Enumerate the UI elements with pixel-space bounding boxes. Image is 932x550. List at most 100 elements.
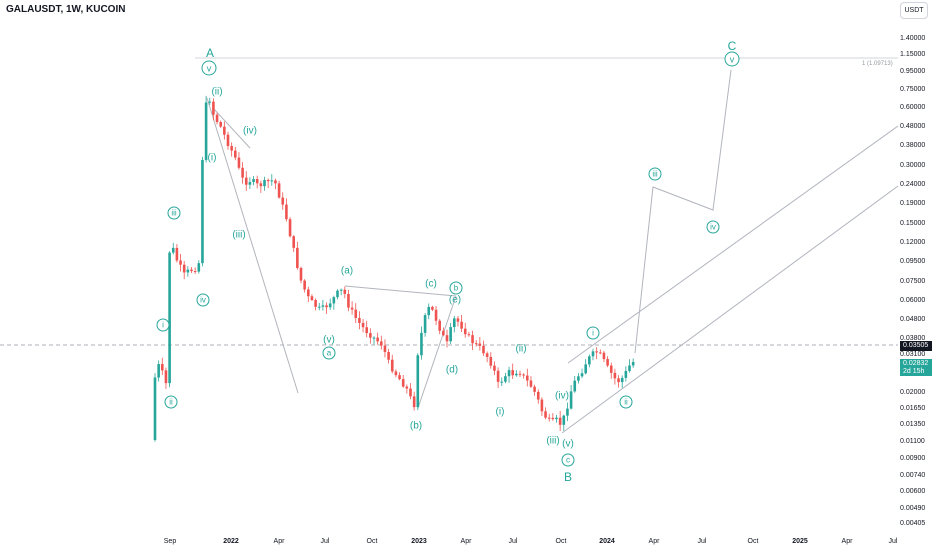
candle [215,112,219,125]
candle [190,266,193,274]
wave-label-circled: v [201,60,217,76]
candle-body [186,269,190,273]
candle [226,131,230,150]
candle [431,305,434,312]
candle-body [380,341,383,346]
candle [197,260,201,274]
candle [161,357,164,375]
candle-body [161,364,164,371]
candle [296,241,299,270]
wave-label-circled: iv [196,293,210,307]
candle-body [420,332,423,356]
candle [628,359,631,373]
wave-label: B [563,470,573,484]
candle [204,95,208,163]
channel-lower-line[interactable] [561,185,899,434]
candle-body [259,183,263,187]
candle [412,391,416,411]
trend-line[interactable] [212,107,251,149]
candle-body [164,370,168,384]
candle-body [387,352,390,360]
candle [606,356,609,368]
candle [168,251,171,388]
candle [288,217,292,238]
trend-line[interactable] [417,295,457,409]
candle [263,176,266,191]
candle-body [252,179,255,183]
candle-body [292,236,295,248]
candle [562,414,566,431]
candle [460,314,463,332]
price-tick-label: 0.01350 [900,421,926,428]
candle-body [533,386,536,392]
candle-body [566,408,569,416]
candle-body [285,204,288,220]
candle-body [405,386,409,389]
candle [463,322,467,338]
candle [248,177,252,190]
price-tick-label: 0.19000 [900,200,926,207]
price-tick-label: 0.03100 [900,351,926,358]
candle [442,327,445,337]
bar-countdown: 2d 15h [903,368,925,375]
trend-line[interactable] [206,97,299,394]
candle-body [518,373,522,375]
candle [609,362,613,379]
candle [427,303,431,320]
candle-body [493,365,496,371]
candle [558,410,562,432]
candle [321,299,325,311]
candle [369,328,372,344]
candle-body [248,182,252,185]
trend-line[interactable] [344,285,457,297]
candle-body [489,356,493,366]
candle [241,162,244,184]
candle [380,335,383,350]
candle [456,315,460,327]
candle [584,359,587,375]
wave-label: (iv) [243,125,257,137]
candle-body [226,134,230,147]
candle [310,294,314,302]
candle-body [474,343,478,345]
time-tick-label: Jul [320,538,330,545]
candle [171,242,175,255]
candle [285,198,288,222]
candle-body [244,177,248,185]
candle [398,372,401,381]
candle [208,97,212,105]
time-tick-label: Sep [163,538,177,545]
candle [555,414,558,423]
time-tick-label: 2024 [599,538,615,545]
candle [332,295,336,310]
projection-path[interactable] [634,69,732,354]
candle-body [277,183,281,198]
wave-label-circled: ii [164,395,178,409]
time-tick-label: Jul [697,538,707,545]
candle-body [266,179,270,182]
candle-body [383,345,387,353]
candle-body [431,306,434,310]
candle-body [182,264,186,273]
wave-label: (b) [409,420,423,432]
candle [266,178,270,189]
candle [157,360,160,382]
candle-body [343,289,347,294]
candle [182,261,186,280]
candle-body [595,351,598,353]
candle [317,302,321,311]
currency-button[interactable]: USDT [900,2,928,19]
candle [478,337,482,351]
wave-label-circled: i [156,318,170,332]
candle [580,368,584,379]
candle [602,350,606,363]
candle [467,331,471,337]
wave-label: (ii) [211,86,223,98]
candle-body [602,352,606,360]
candle [504,372,507,384]
candle-body [529,380,533,387]
candle-body [317,306,321,308]
channel-upper-line[interactable] [567,125,899,364]
candle [401,375,405,388]
